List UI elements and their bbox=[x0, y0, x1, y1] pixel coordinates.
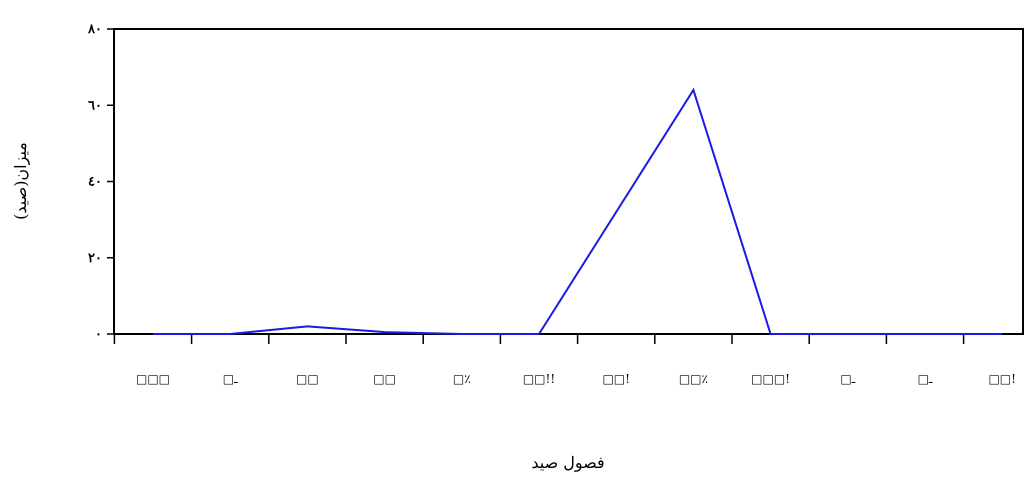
x-tick-label: □٪ bbox=[453, 372, 471, 386]
y-tick-label: ٢٠ bbox=[88, 251, 102, 266]
y-tick-label: ٨٠ bbox=[87, 22, 102, 37]
x-axis-title: فصول صيد bbox=[531, 453, 604, 472]
y-tick-label: ٠ bbox=[95, 327, 102, 342]
series-layer bbox=[153, 90, 1002, 334]
series-line bbox=[153, 90, 1002, 334]
x-tick-label: □□٪ bbox=[679, 372, 708, 386]
x-tick-label: □ـ bbox=[223, 372, 238, 386]
x-tick-label: □□!! bbox=[523, 372, 555, 386]
y-axis: ٠ ٢٠ ٤٠ ٦٠ ٨٠ bbox=[87, 22, 114, 342]
y-axis-title: ميزان(صيد) bbox=[11, 142, 30, 220]
x-tick-label: □ـ bbox=[840, 372, 855, 386]
y-tick-label: ٤٠ bbox=[88, 175, 102, 190]
x-tick-label: □ـ bbox=[918, 372, 933, 386]
x-tick-label: □□□! bbox=[751, 372, 790, 386]
x-tick-label: □□! bbox=[988, 372, 1016, 386]
x-tick-label: □□□ bbox=[136, 372, 170, 386]
y-tick-label: ٦٠ bbox=[88, 98, 102, 113]
x-axis: □□□ □ـ □□ □□ □٪ □□!! □□! □□٪ □□□! □ـ □ـ □□! bbox=[114, 334, 1016, 386]
x-tick-label: □□ bbox=[373, 372, 396, 386]
x-tick-label: □□ bbox=[296, 372, 319, 386]
x-tick-label: □□! bbox=[602, 372, 630, 386]
